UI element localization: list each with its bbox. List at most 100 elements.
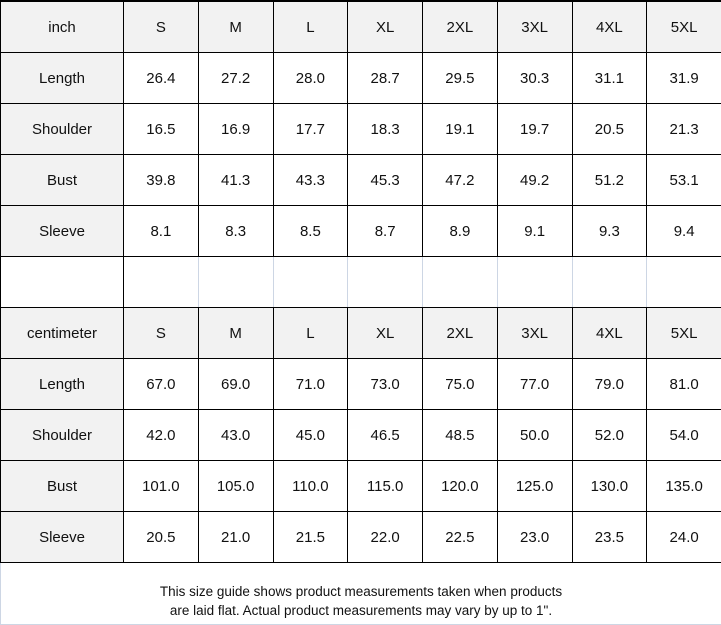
size-header: 5XL — [647, 308, 721, 359]
measure-value: 43.3 — [273, 155, 348, 206]
measure-value: 26.4 — [124, 53, 199, 104]
measure-value: 9.4 — [647, 206, 721, 257]
measure-value: 21.5 — [273, 512, 348, 563]
measure-value: 27.2 — [198, 53, 273, 104]
measurement-row: Length 26.4 27.2 28.0 28.7 29.5 30.3 31.… — [1, 53, 721, 104]
measure-value: 22.5 — [423, 512, 498, 563]
measure-value: 8.7 — [348, 206, 423, 257]
footnote-line-2: are laid flat. Actual product measuremen… — [1, 601, 721, 620]
measure-value: 24.0 — [647, 512, 721, 563]
measurement-row: Bust 101.0 105.0 110.0 115.0 120.0 125.0… — [1, 461, 721, 512]
measure-value: 28.7 — [348, 53, 423, 104]
measure-value: 115.0 — [348, 461, 423, 512]
footnote-row: This size guide shows product measuremen… — [1, 563, 721, 625]
measure-value: 125.0 — [497, 461, 572, 512]
inch-header-row: inch S M L XL 2XL 3XL 4XL 5XL — [1, 1, 721, 53]
measurement-row: Shoulder 42.0 43.0 45.0 46.5 48.5 50.0 5… — [1, 410, 721, 461]
size-header: 2XL — [423, 308, 498, 359]
measure-value: 54.0 — [647, 410, 721, 461]
measure-value: 19.7 — [497, 104, 572, 155]
size-header: 3XL — [497, 1, 572, 53]
measure-value: 130.0 — [572, 461, 647, 512]
spacer-cell — [423, 257, 498, 308]
measure-value: 8.3 — [198, 206, 273, 257]
measure-value: 21.0 — [198, 512, 273, 563]
spacer-cell — [572, 257, 647, 308]
size-header: M — [198, 308, 273, 359]
measurement-row: Length 67.0 69.0 71.0 73.0 75.0 77.0 79.… — [1, 359, 721, 410]
measurement-row: Bust 39.8 41.3 43.3 45.3 47.2 49.2 51.2 … — [1, 155, 721, 206]
footnote-line-1: This size guide shows product measuremen… — [1, 582, 721, 601]
measure-value: 75.0 — [423, 359, 498, 410]
spacer-row — [1, 257, 721, 308]
measure-value: 8.9 — [423, 206, 498, 257]
measure-label: Sleeve — [1, 206, 124, 257]
measure-label: Bust — [1, 461, 124, 512]
measure-value: 46.5 — [348, 410, 423, 461]
measure-value: 42.0 — [124, 410, 199, 461]
size-header: L — [273, 308, 348, 359]
measure-value: 20.5 — [572, 104, 647, 155]
size-header: 2XL — [423, 1, 498, 53]
measure-value: 69.0 — [198, 359, 273, 410]
size-header: XL — [348, 1, 423, 53]
measure-value: 101.0 — [124, 461, 199, 512]
measure-value: 23.0 — [497, 512, 572, 563]
measure-value: 29.5 — [423, 53, 498, 104]
size-header: L — [273, 1, 348, 53]
centimeter-header-row: centimeter S M L XL 2XL 3XL 4XL 5XL — [1, 308, 721, 359]
measure-value: 67.0 — [124, 359, 199, 410]
measure-value: 110.0 — [273, 461, 348, 512]
measure-value: 45.0 — [273, 410, 348, 461]
measure-value: 22.0 — [348, 512, 423, 563]
measure-label: Length — [1, 53, 124, 104]
measure-label: Shoulder — [1, 410, 124, 461]
spacer-cell — [198, 257, 273, 308]
measure-value: 30.3 — [497, 53, 572, 104]
measure-value: 16.9 — [198, 104, 273, 155]
measure-value: 49.2 — [497, 155, 572, 206]
measure-value: 79.0 — [572, 359, 647, 410]
measurement-row: Sleeve 8.1 8.3 8.5 8.7 8.9 9.1 9.3 9.4 — [1, 206, 721, 257]
measure-label: Length — [1, 359, 124, 410]
size-header: XL — [348, 308, 423, 359]
measure-value: 52.0 — [572, 410, 647, 461]
measure-value: 20.5 — [124, 512, 199, 563]
measure-value: 50.0 — [497, 410, 572, 461]
measure-value: 41.3 — [198, 155, 273, 206]
measure-value: 8.5 — [273, 206, 348, 257]
measure-value: 51.2 — [572, 155, 647, 206]
size-header: 4XL — [572, 1, 647, 53]
measure-value: 48.5 — [423, 410, 498, 461]
measure-value: 39.8 — [124, 155, 199, 206]
spacer-cell — [1, 257, 124, 308]
measurement-row: Sleeve 20.5 21.0 21.5 22.0 22.5 23.0 23.… — [1, 512, 721, 563]
measure-value: 8.1 — [124, 206, 199, 257]
measure-value: 43.0 — [198, 410, 273, 461]
measure-value: 31.9 — [647, 53, 721, 104]
measure-value: 120.0 — [423, 461, 498, 512]
size-header: M — [198, 1, 273, 53]
measure-label: Bust — [1, 155, 124, 206]
measure-value: 81.0 — [647, 359, 721, 410]
spacer-cell — [124, 257, 199, 308]
spacer-cell — [273, 257, 348, 308]
measure-value: 45.3 — [348, 155, 423, 206]
measure-value: 21.3 — [647, 104, 721, 155]
measure-value: 9.1 — [497, 206, 572, 257]
measure-value: 105.0 — [198, 461, 273, 512]
measure-value: 53.1 — [647, 155, 721, 206]
measure-value: 47.2 — [423, 155, 498, 206]
spacer-cell — [348, 257, 423, 308]
measure-value: 18.3 — [348, 104, 423, 155]
spacer-cell — [497, 257, 572, 308]
unit-label-centimeter: centimeter — [1, 308, 124, 359]
size-header: S — [124, 1, 199, 53]
measure-label: Sleeve — [1, 512, 124, 563]
measure-value: 17.7 — [273, 104, 348, 155]
size-header: 4XL — [572, 308, 647, 359]
measure-value: 135.0 — [647, 461, 721, 512]
spacer-cell — [647, 257, 721, 308]
measure-value: 28.0 — [273, 53, 348, 104]
